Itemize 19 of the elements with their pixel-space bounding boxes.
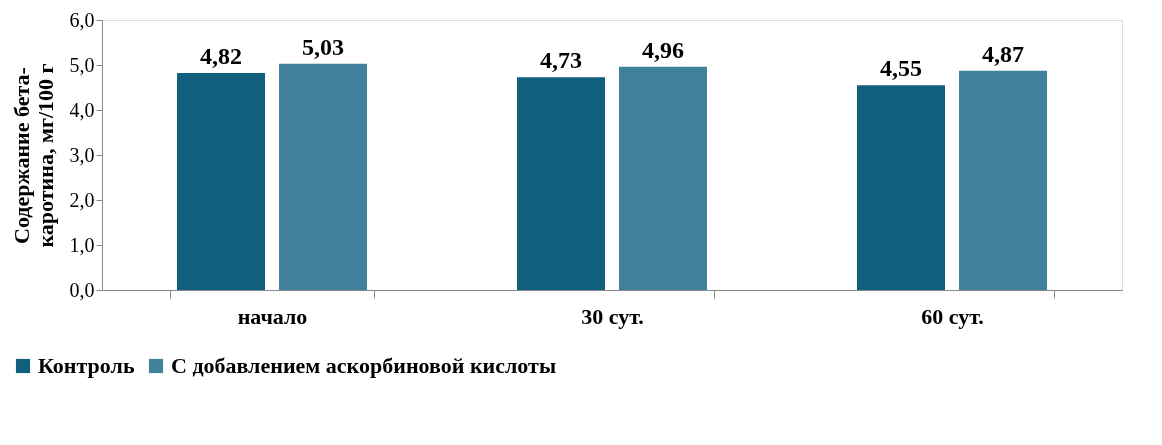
y-axis-title: Содержание бета- каротина, мг/100 г xyxy=(8,63,58,248)
legend-label: Контроль xyxy=(38,353,135,378)
y-tick-label: 0,0 xyxy=(69,278,95,301)
data-label: 4,82 xyxy=(200,43,242,70)
legend-label: С добавлением аскорбиновой кислоты xyxy=(171,353,557,378)
y-tick-label: 1,0 xyxy=(69,233,95,256)
x-tick-label: 60 сут. xyxy=(921,303,984,329)
y-tick-label: 6,0 xyxy=(69,8,95,31)
x-tick-label: 30 сут. xyxy=(581,303,644,329)
data-label: 5,03 xyxy=(302,33,344,60)
y-tick-label: 3,0 xyxy=(69,143,95,166)
y-tick-label: 4,0 xyxy=(69,98,95,121)
y-tick-label: 5,0 xyxy=(69,53,95,76)
data-label: 4,96 xyxy=(642,36,684,63)
y-tick-label: 2,0 xyxy=(69,188,95,211)
x-tick-label: начало xyxy=(237,303,308,329)
data-label: 4,87 xyxy=(982,40,1024,67)
data-label: 4,55 xyxy=(880,55,922,82)
data-label: 4,73 xyxy=(540,47,582,74)
